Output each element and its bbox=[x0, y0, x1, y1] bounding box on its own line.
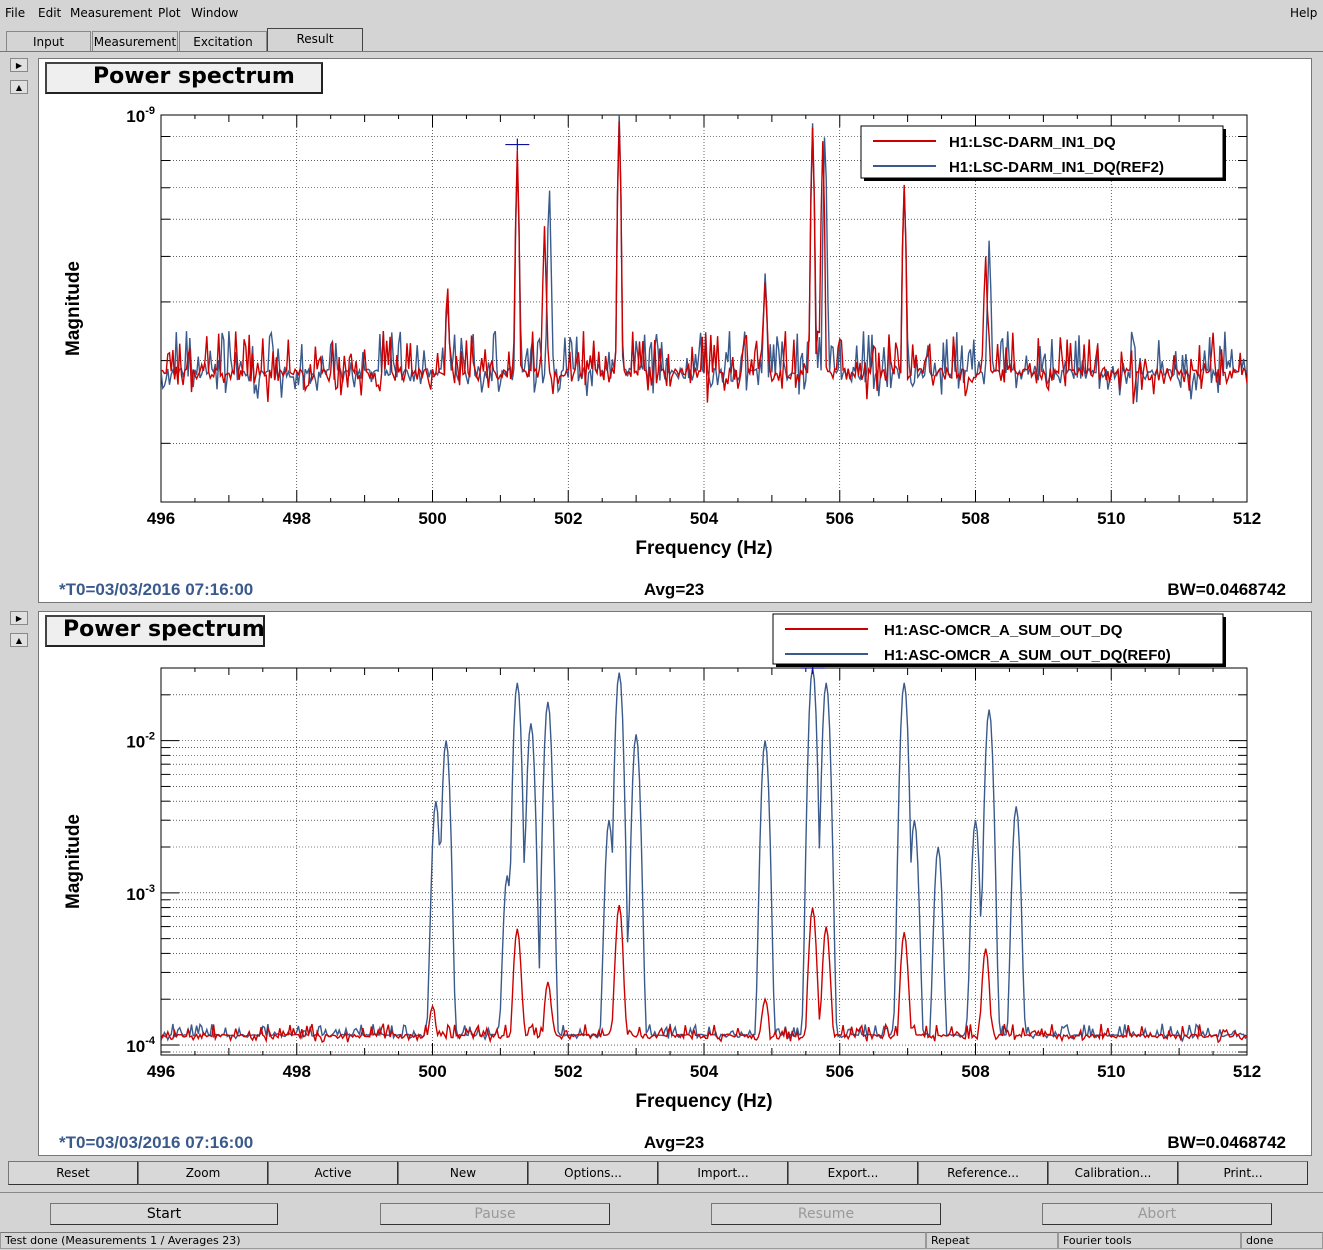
import-button[interactable]: Import... bbox=[658, 1161, 788, 1185]
panel1-collapse-up-icon[interactable]: ▲ bbox=[10, 80, 28, 94]
tab-divider bbox=[0, 51, 1323, 52]
panel2-collapse-up-icon[interactable]: ▲ bbox=[10, 633, 28, 647]
plot-avg-label: Avg=23 bbox=[644, 580, 704, 599]
new-button[interactable]: New bbox=[398, 1161, 528, 1185]
start-button[interactable]: Start bbox=[50, 1203, 278, 1225]
menu-window[interactable]: Window bbox=[191, 6, 239, 20]
menu-file[interactable]: File bbox=[5, 6, 26, 20]
resume-button[interactable]: Resume bbox=[711, 1203, 941, 1225]
plot2-chart[interactable]: 496 498 500 502 504 506 508 510 512 10-4 10-3 10-2 F… bbox=[39, 612, 1311, 1155]
print-button[interactable]: Print... bbox=[1178, 1161, 1308, 1185]
y-axis-label: Magnitude bbox=[63, 814, 84, 909]
panel1-expand-right-icon[interactable]: ▶ bbox=[10, 58, 28, 72]
x-tick-label: 498 bbox=[283, 1062, 311, 1081]
x-tick-label: 506 bbox=[826, 509, 854, 528]
legend-entry: H1:ASC-OMCR_A_SUM_OUT_DQ(REF0) bbox=[884, 647, 1171, 664]
tab-result[interactable]: Result bbox=[267, 28, 363, 52]
status-state: done bbox=[1241, 1232, 1323, 1249]
plot-button-row: Reset Zoom Active New Options... Import.… bbox=[8, 1161, 1308, 1185]
plot-t0-label: *T0=03/03/2016 07:16:00 bbox=[59, 580, 253, 599]
x-axis-label: Frequency (Hz) bbox=[635, 1091, 772, 1112]
x-tick-label: 496 bbox=[147, 1062, 175, 1081]
status-message: Test done (Measurements 1 / Averages 23) bbox=[0, 1232, 926, 1249]
plot1-title: Power spectrum bbox=[45, 62, 323, 94]
y-tick-label: 10-9 bbox=[126, 105, 155, 126]
x-tick-label: 508 bbox=[961, 1062, 989, 1081]
plot1-chart[interactable]: 496 498 500 502 504 506 508 510 512 10-9 Frequency… bbox=[39, 59, 1311, 602]
reference-button[interactable]: Reference... bbox=[918, 1161, 1048, 1185]
legend-box bbox=[860, 125, 1224, 179]
options-button[interactable]: Options... bbox=[528, 1161, 658, 1185]
legend-box bbox=[772, 613, 1224, 665]
menu-edit[interactable]: Edit bbox=[38, 6, 62, 20]
status-tools: Fourier tools bbox=[1058, 1232, 1241, 1249]
x-tick-label: 502 bbox=[554, 1062, 582, 1081]
export-button[interactable]: Export... bbox=[788, 1161, 918, 1185]
menu-plot[interactable]: Plot bbox=[158, 6, 181, 20]
plot-panel-1: Power spectrum 496 498 500 502 504 506 508 510 5… bbox=[38, 58, 1312, 603]
x-axis-label: Frequency (Hz) bbox=[635, 538, 772, 559]
controls-divider bbox=[0, 1192, 1323, 1193]
status-repeat: Repeat bbox=[926, 1232, 1058, 1249]
plot-panel-2: Power spectrum 496 498 500 502 504 506 508 510 5… bbox=[38, 611, 1312, 1156]
series-line-0 bbox=[161, 121, 1247, 404]
x-tick-label: 504 bbox=[690, 509, 719, 528]
x-tick-label: 498 bbox=[283, 509, 311, 528]
menu-help[interactable]: Help bbox=[1290, 6, 1318, 20]
zoom-button[interactable]: Zoom bbox=[138, 1161, 268, 1185]
active-button[interactable]: Active bbox=[268, 1161, 398, 1185]
y-tick-label: 10-2 bbox=[126, 731, 155, 752]
x-tick-label: 510 bbox=[1097, 509, 1125, 528]
x-tick-label: 506 bbox=[826, 1062, 854, 1081]
plot-area bbox=[160, 667, 1248, 1056]
x-tick-label: 512 bbox=[1233, 509, 1261, 528]
tab-measurement[interactable]: Measurement bbox=[92, 31, 178, 51]
x-tick-label: 500 bbox=[418, 509, 446, 528]
plot-t0-label: *T0=03/03/2016 07:16:00 bbox=[59, 1133, 253, 1152]
menu-bar: File Edit Measurement Plot Window Help bbox=[0, 0, 1323, 26]
legend-entry: H1:LSC-DARM_IN1_DQ(REF2) bbox=[949, 159, 1164, 176]
status-bar: Test done (Measurements 1 / Averages 23)… bbox=[0, 1231, 1323, 1250]
menu-measurement[interactable]: Measurement bbox=[70, 6, 153, 20]
x-tick-label: 500 bbox=[418, 1062, 446, 1081]
y-axis-label: Magnitude bbox=[63, 261, 84, 356]
y-tick-label: 10-3 bbox=[126, 883, 155, 904]
plot-bw-label: BW=0.0468742 bbox=[1167, 1133, 1286, 1152]
tab-excitation[interactable]: Excitation bbox=[179, 31, 267, 51]
x-tick-label: 508 bbox=[961, 509, 989, 528]
plot-bw-label: BW=0.0468742 bbox=[1167, 580, 1286, 599]
calibration-button[interactable]: Calibration... bbox=[1048, 1161, 1178, 1185]
reset-button[interactable]: Reset bbox=[8, 1161, 138, 1185]
x-tick-label: 502 bbox=[554, 509, 582, 528]
pause-button[interactable]: Pause bbox=[380, 1203, 610, 1225]
x-tick-label: 512 bbox=[1233, 1062, 1261, 1081]
plot2-title: Power spectrum bbox=[45, 615, 265, 647]
series-line-0 bbox=[161, 904, 1247, 1044]
x-tick-label: 510 bbox=[1097, 1062, 1125, 1081]
x-tick-label: 496 bbox=[147, 509, 175, 528]
plot-avg-label: Avg=23 bbox=[644, 1133, 704, 1152]
tab-input[interactable]: Input bbox=[6, 31, 91, 51]
y-tick-label: 10-4 bbox=[126, 1035, 156, 1056]
x-tick-label: 504 bbox=[690, 1062, 719, 1081]
legend-entry: H1:LSC-DARM_IN1_DQ bbox=[949, 134, 1116, 151]
panel2-expand-right-icon[interactable]: ▶ bbox=[10, 611, 28, 625]
abort-button[interactable]: Abort bbox=[1042, 1203, 1272, 1225]
legend-entry: H1:ASC-OMCR_A_SUM_OUT_DQ bbox=[884, 622, 1123, 639]
